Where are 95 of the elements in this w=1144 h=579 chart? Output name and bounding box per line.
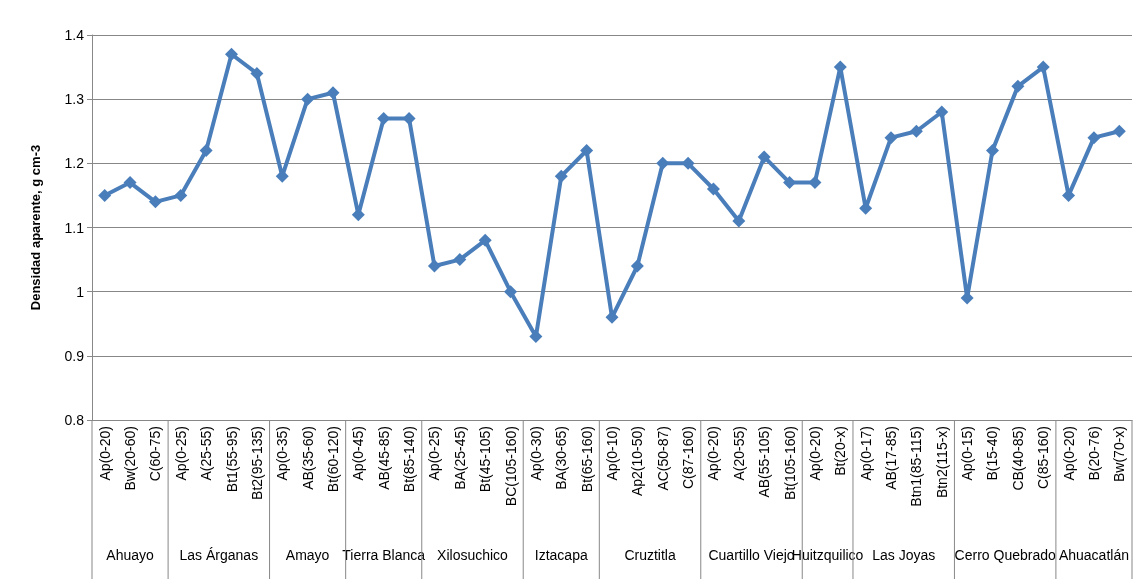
x-tick-label: Ap(0-35)	[274, 426, 291, 481]
text: Las Joyas	[872, 547, 936, 563]
x-tick-label: AB(17-85)	[883, 426, 900, 490]
text: Ahuacatlán	[1058, 547, 1129, 563]
point	[1036, 60, 1050, 74]
point	[909, 124, 923, 138]
x-tick-label: BC(105-160)	[502, 426, 519, 507]
y-tick-label: 1.2	[64, 155, 85, 172]
point	[351, 208, 365, 222]
point	[656, 156, 670, 170]
x-tick-label: Ap(0-20)	[705, 426, 722, 481]
y-axis-title: Densidad aparente, g cm-3	[28, 144, 43, 311]
x-tick-label: BA(30-65)	[553, 426, 570, 490]
x-tick-label: B(15-40)	[984, 426, 1001, 481]
y-tick-label: 0.8	[64, 412, 85, 428]
point	[427, 259, 441, 273]
point	[960, 291, 974, 305]
point	[225, 47, 239, 61]
text: Cruztitla	[624, 547, 676, 563]
x-tick-label: Ap(0-20)	[806, 426, 823, 481]
x-tick-label: A(20-55)	[730, 426, 747, 481]
point	[630, 259, 644, 273]
point	[757, 150, 771, 164]
y-tick-label: 1.1	[64, 219, 85, 236]
text: Iztacapa	[534, 547, 588, 563]
point	[1112, 124, 1126, 138]
point	[453, 253, 467, 267]
x-tick-label: Bt(65-160)	[578, 426, 595, 493]
x-tick-label: C(85-160)	[1035, 426, 1052, 490]
text: Ahuayo	[106, 547, 154, 563]
x-tick-label: CB(40-85)	[1009, 426, 1026, 491]
x-tick-label: Bt(105-160)	[781, 426, 798, 500]
point	[985, 144, 999, 157]
x-tick-label: C(60-75)	[147, 426, 164, 482]
point	[326, 86, 340, 100]
text: Xilosuchico	[437, 547, 509, 563]
point	[884, 131, 898, 145]
point	[504, 285, 518, 299]
x-tick-label: AC(50-87)	[654, 426, 671, 491]
x-tick-label: AB(35-60)	[299, 426, 316, 490]
x-tick-label: C(87-160)	[680, 426, 697, 490]
x-tick-label: Ap(0-20)	[96, 426, 113, 481]
x-tick-label: Bt2(95-135)	[248, 426, 265, 500]
x-tick-label: Bw(20-60)	[122, 426, 139, 491]
x-tick-label: B(20-76)	[1085, 426, 1102, 481]
y-tick-label: 0.9	[64, 347, 85, 364]
x-tick-label: BA(25-45)	[451, 426, 468, 490]
x-tick-label: Btn2(115-x)	[933, 426, 950, 499]
x-tick-label: Bt(60-120)	[324, 426, 341, 493]
point	[1087, 131, 1101, 145]
point	[554, 169, 568, 183]
x-tick-label: Ap(0-30)	[527, 426, 544, 481]
point	[301, 92, 315, 106]
point	[1011, 79, 1025, 93]
y-tick-label: 1.3	[64, 91, 85, 108]
point	[732, 214, 746, 228]
x-tick-label: Bt(45-105)	[477, 426, 494, 493]
x-tick-label: Ap(0-10)	[604, 426, 620, 481]
x-tick-label: Ap2(10-50)	[629, 426, 646, 497]
text: Cerro Quebrado	[954, 547, 1056, 563]
text: Las Árganas	[179, 547, 259, 563]
point	[808, 176, 822, 190]
point	[706, 182, 720, 196]
point	[98, 188, 112, 202]
point	[174, 188, 188, 202]
y-tick-label: 1.4	[64, 27, 85, 43]
point	[478, 233, 492, 247]
x-tick-label: Ap(0-25)	[172, 426, 189, 481]
x-tick-label: Ap(0-45)	[350, 426, 367, 481]
y-tick-label: 1	[76, 283, 85, 300]
point	[123, 176, 137, 190]
text: Amayo	[285, 547, 330, 563]
point	[250, 67, 264, 80]
point	[402, 111, 416, 125]
x-tick-label: AB(55-105)	[756, 426, 773, 498]
point	[199, 144, 213, 157]
x-tick-label: AB(45-85)	[375, 426, 392, 490]
x-tick-label: Ap(0-25)	[426, 426, 443, 481]
x-tick-label: Ap(0-20)	[1060, 426, 1077, 481]
point	[529, 330, 543, 344]
x-tick-label: Bw(70-x)	[1111, 426, 1128, 483]
point	[148, 195, 162, 209]
point	[783, 176, 797, 190]
x-tick-label: Bt(20-x)	[832, 426, 849, 476]
x-tick-label: Ap(0-15)	[959, 426, 976, 481]
point	[681, 156, 695, 170]
point	[935, 105, 949, 119]
x-tick-label: Btn1(85-115)	[908, 426, 925, 507]
x-tick-label: Ap(0-17)	[857, 426, 874, 481]
point	[377, 111, 391, 125]
x-tick-label: A(25-55)	[198, 426, 215, 481]
point	[580, 144, 594, 157]
x-tick-label: Bt(85-140)	[401, 426, 418, 493]
text: Tierra Blanca	[342, 547, 426, 563]
x-tick-label: Bt1(55-95)	[223, 426, 240, 493]
